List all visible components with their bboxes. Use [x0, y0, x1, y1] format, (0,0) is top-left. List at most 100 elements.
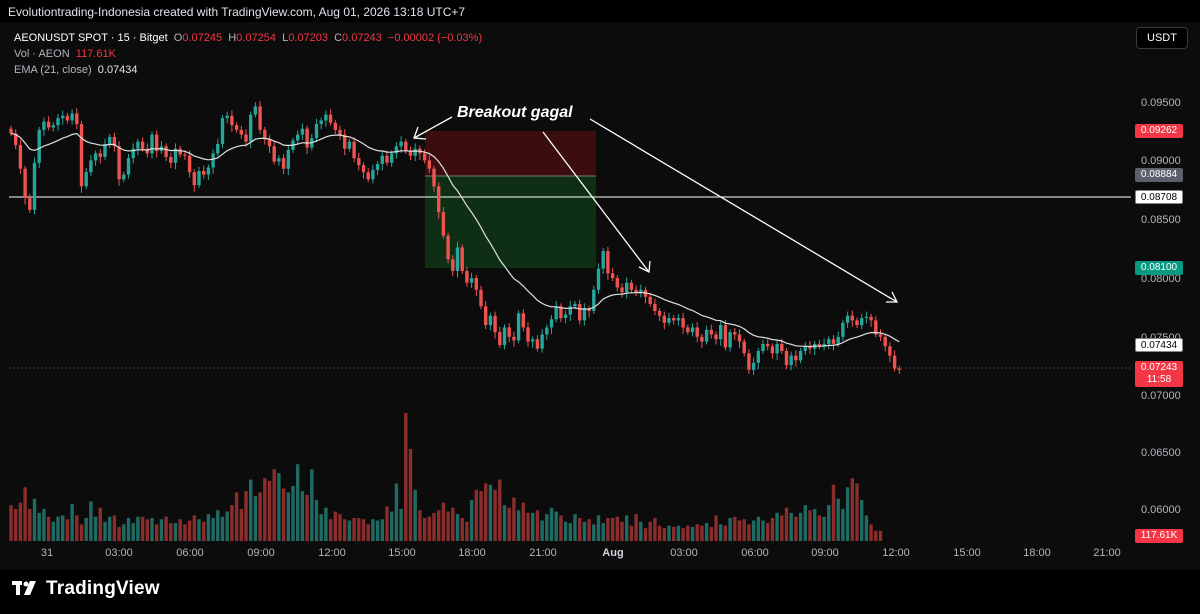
candle[interactable]	[568, 306, 572, 315]
candle[interactable]	[770, 346, 775, 354]
candle[interactable]	[817, 343, 822, 347]
candle[interactable]	[601, 251, 605, 269]
candle[interactable]	[244, 134, 248, 142]
candle[interactable]	[827, 339, 831, 344]
candle[interactable]	[84, 172, 88, 187]
candle[interactable]	[888, 346, 892, 356]
candle[interactable]	[573, 303, 577, 307]
candle[interactable]	[615, 278, 619, 288]
candle[interactable]	[761, 343, 765, 351]
candle[interactable]	[526, 327, 530, 342]
candle[interactable]	[427, 160, 431, 169]
candle[interactable]	[371, 169, 375, 180]
candle[interactable]	[831, 339, 836, 344]
candle[interactable]	[507, 327, 511, 337]
candle[interactable]	[855, 320, 859, 326]
candle[interactable]	[540, 334, 544, 349]
candle[interactable]	[667, 318, 671, 323]
candle[interactable]	[587, 308, 591, 311]
candle[interactable]	[878, 334, 883, 337]
candle[interactable]	[103, 143, 107, 157]
candle[interactable]	[131, 148, 135, 159]
candle[interactable]	[155, 134, 159, 152]
candle[interactable]	[695, 327, 699, 337]
candle[interactable]	[408, 151, 413, 156]
candle[interactable]	[432, 168, 436, 187]
breakout-annotation[interactable]: Breakout gagal	[457, 104, 573, 121]
candle[interactable]	[578, 303, 582, 321]
candle[interactable]	[592, 289, 596, 311]
candle[interactable]	[281, 158, 286, 169]
candle[interactable]	[192, 172, 196, 186]
candle[interactable]	[357, 158, 361, 166]
candle[interactable]	[625, 282, 629, 293]
candle[interactable]	[531, 339, 535, 342]
candle[interactable]	[672, 318, 676, 321]
candle[interactable]	[272, 146, 276, 162]
candle[interactable]	[892, 355, 897, 369]
candle[interactable]	[394, 146, 399, 154]
candle[interactable]	[629, 282, 634, 290]
candle[interactable]	[845, 315, 850, 323]
candle[interactable]	[375, 163, 380, 170]
candle[interactable]	[164, 146, 168, 157]
candle[interactable]	[860, 318, 864, 326]
candle[interactable]	[714, 334, 718, 340]
candle[interactable]	[216, 143, 220, 154]
candle[interactable]	[352, 141, 356, 159]
candle[interactable]	[747, 353, 751, 370]
candle[interactable]	[502, 327, 507, 346]
candle[interactable]	[338, 129, 342, 135]
candle[interactable]	[789, 355, 793, 366]
candle[interactable]	[869, 316, 873, 321]
candle[interactable]	[249, 114, 253, 142]
candle[interactable]	[37, 129, 41, 163]
candle[interactable]	[775, 343, 779, 354]
candle[interactable]	[521, 313, 525, 328]
candle[interactable]	[61, 115, 65, 119]
candle[interactable]	[648, 296, 652, 304]
candle[interactable]	[512, 336, 516, 341]
candle[interactable]	[89, 160, 93, 173]
candle[interactable]	[563, 314, 568, 319]
candle[interactable]	[173, 148, 178, 163]
candle[interactable]	[498, 332, 502, 346]
candle[interactable]	[582, 308, 587, 321]
candle[interactable]	[545, 327, 549, 335]
candle[interactable]	[79, 123, 84, 187]
candle[interactable]	[474, 278, 478, 290]
candle[interactable]	[704, 329, 709, 342]
candle[interactable]	[469, 278, 474, 283]
candle[interactable]	[437, 186, 441, 213]
candle[interactable]	[413, 148, 417, 156]
candle[interactable]	[794, 355, 798, 361]
candle[interactable]	[516, 313, 521, 341]
candle[interactable]	[404, 141, 408, 152]
candle[interactable]	[690, 327, 695, 333]
candle[interactable]	[535, 339, 540, 349]
candle[interactable]	[343, 134, 347, 149]
candle[interactable]	[108, 136, 112, 144]
candle[interactable]	[606, 251, 610, 274]
candle[interactable]	[422, 153, 427, 161]
candle[interactable]	[803, 346, 807, 351]
candle[interactable]	[117, 146, 121, 180]
candle[interactable]	[883, 336, 887, 347]
candle[interactable]	[742, 341, 746, 354]
candle[interactable]	[258, 106, 262, 130]
candle[interactable]	[366, 172, 370, 180]
candle[interactable]	[634, 289, 638, 293]
candle[interactable]	[56, 118, 60, 126]
candle[interactable]	[484, 306, 488, 326]
candle[interactable]	[610, 273, 615, 279]
candle[interactable]	[93, 153, 98, 161]
candle[interactable]	[42, 121, 46, 130]
candle[interactable]	[150, 134, 154, 154]
candle[interactable]	[841, 322, 845, 337]
candle[interactable]	[460, 247, 464, 271]
candle[interactable]	[314, 123, 319, 139]
candle[interactable]	[9, 128, 13, 134]
candle[interactable]	[808, 346, 812, 349]
candle[interactable]	[385, 155, 389, 163]
candle[interactable]	[798, 350, 803, 361]
